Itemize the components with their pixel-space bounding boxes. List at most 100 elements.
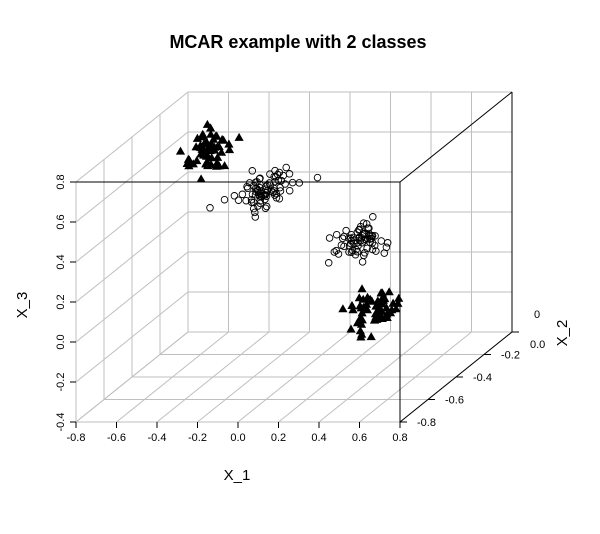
x-tick-label: 0.2 [271, 432, 286, 444]
data-point-circle [345, 242, 354, 250]
data-point-circle [352, 245, 360, 254]
data-point-circle [358, 258, 367, 266]
data-point-circle [353, 247, 362, 256]
data-point-circle [271, 166, 279, 175]
y-tick-label: -0.8 [417, 417, 436, 429]
data-point-triangle [198, 132, 208, 141]
box-edge [399, 91, 513, 183]
x-tick-label: 0.8 [392, 432, 407, 444]
data-point-circle [365, 224, 373, 232]
data-point-triangle [182, 158, 192, 167]
y-tick-label: 0.0 [530, 339, 545, 351]
data-point-triangle [362, 305, 372, 314]
data-point-triangle [357, 284, 367, 293]
data-point-circle [361, 249, 369, 257]
data-point-circle [359, 219, 368, 227]
data-point-circle [261, 204, 270, 212]
data-point-triangle [377, 313, 387, 322]
data-point-circle [263, 181, 272, 189]
data-point-triangle [192, 156, 202, 165]
data-point-triangle [196, 149, 206, 158]
data-point-circle [248, 190, 257, 199]
data-point-circle [325, 234, 334, 242]
z-tick-label: -0.2 [55, 373, 67, 392]
data-point-circle [368, 245, 377, 254]
data-point-circle [234, 196, 243, 204]
data-point-circle [262, 202, 271, 211]
data-point-circle [338, 234, 347, 243]
z-tick-label: 0.0 [55, 334, 67, 349]
data-point-circle [351, 236, 359, 244]
y-tick-label: 0 [534, 309, 540, 321]
data-point-circle [220, 195, 229, 204]
x-tick-label: -0.2 [188, 432, 207, 444]
data-point-triangle [213, 152, 223, 161]
data-point-circle [279, 171, 288, 180]
data-point-circle [254, 202, 262, 210]
y-tick-label: -0.4 [473, 372, 492, 384]
data-point-circle [275, 194, 284, 203]
data-point-triangle [196, 174, 206, 183]
y-tick-label: -0.6 [445, 395, 464, 407]
data-point-triangle [212, 142, 222, 151]
data-point-circle [368, 231, 377, 240]
z-tick-label: 0.8 [55, 174, 67, 189]
data-point-circle [274, 176, 283, 185]
data-point-triangle [357, 329, 367, 338]
data-point-circle [337, 241, 346, 249]
data-point-circle [251, 208, 259, 217]
data-point-circle [332, 246, 341, 255]
data-point-triangle [391, 304, 401, 313]
data-point-circle [242, 196, 250, 205]
data-point-circle [230, 192, 239, 200]
data-point-circle [313, 173, 322, 182]
data-point-circle [324, 259, 333, 267]
data-point-circle [257, 192, 266, 201]
z-tick-label: 0.4 [55, 254, 67, 269]
data-point-circle [276, 183, 284, 192]
x-tick-label: -0.4 [148, 432, 167, 444]
grid-line [75, 131, 189, 223]
data-point-triangle [207, 153, 217, 162]
data-point-circle [282, 163, 290, 172]
data-point-circle [269, 188, 277, 197]
data-point-circle [345, 248, 353, 256]
grid-line [75, 291, 189, 383]
data-point-triangle [357, 308, 367, 317]
data-point-triangle [208, 134, 219, 143]
data-points [175, 119, 404, 341]
data-point-circle [361, 235, 370, 244]
data-point-circle [285, 186, 294, 195]
grid-line [75, 251, 189, 343]
data-point-triangle [365, 294, 375, 303]
data-point-triangle [220, 161, 230, 170]
grid-line [75, 91, 189, 183]
data-point-circle [332, 230, 341, 239]
data-point-circle [340, 232, 348, 241]
axis-ticks: -0.8 -0.6 -0.4 -0.2 0.0 0.2 0.4 0.6 0.8 -0.4 -0.2 0… [55, 174, 545, 444]
data-point-triangle [217, 134, 227, 143]
data-point-triangle [358, 294, 368, 303]
grid-line [75, 211, 189, 303]
y-axis-label: X_3 [14, 292, 31, 319]
data-point-triangle [348, 305, 358, 314]
x-tick-label: -0.8 [67, 432, 86, 444]
data-point-triangle [197, 142, 207, 151]
data-point-triangle [202, 119, 212, 128]
data-point-triangle [380, 294, 390, 303]
data-point-triangle [346, 324, 356, 333]
data-point-triangle [224, 145, 235, 154]
data-point-circle [377, 237, 386, 245]
z-tick-label: -0.4 [55, 413, 67, 432]
data-point-triangle [381, 303, 392, 312]
data-point-triangle [352, 318, 363, 327]
plot-box [76, 91, 513, 423]
data-point-circle [330, 248, 339, 256]
data-point-circle [288, 178, 297, 187]
data-point-circle [362, 220, 371, 228]
grid-lines [75, 91, 513, 423]
data-point-triangle [211, 160, 221, 169]
x-tick-label: -0.6 [107, 432, 126, 444]
data-point-circle [383, 239, 392, 247]
